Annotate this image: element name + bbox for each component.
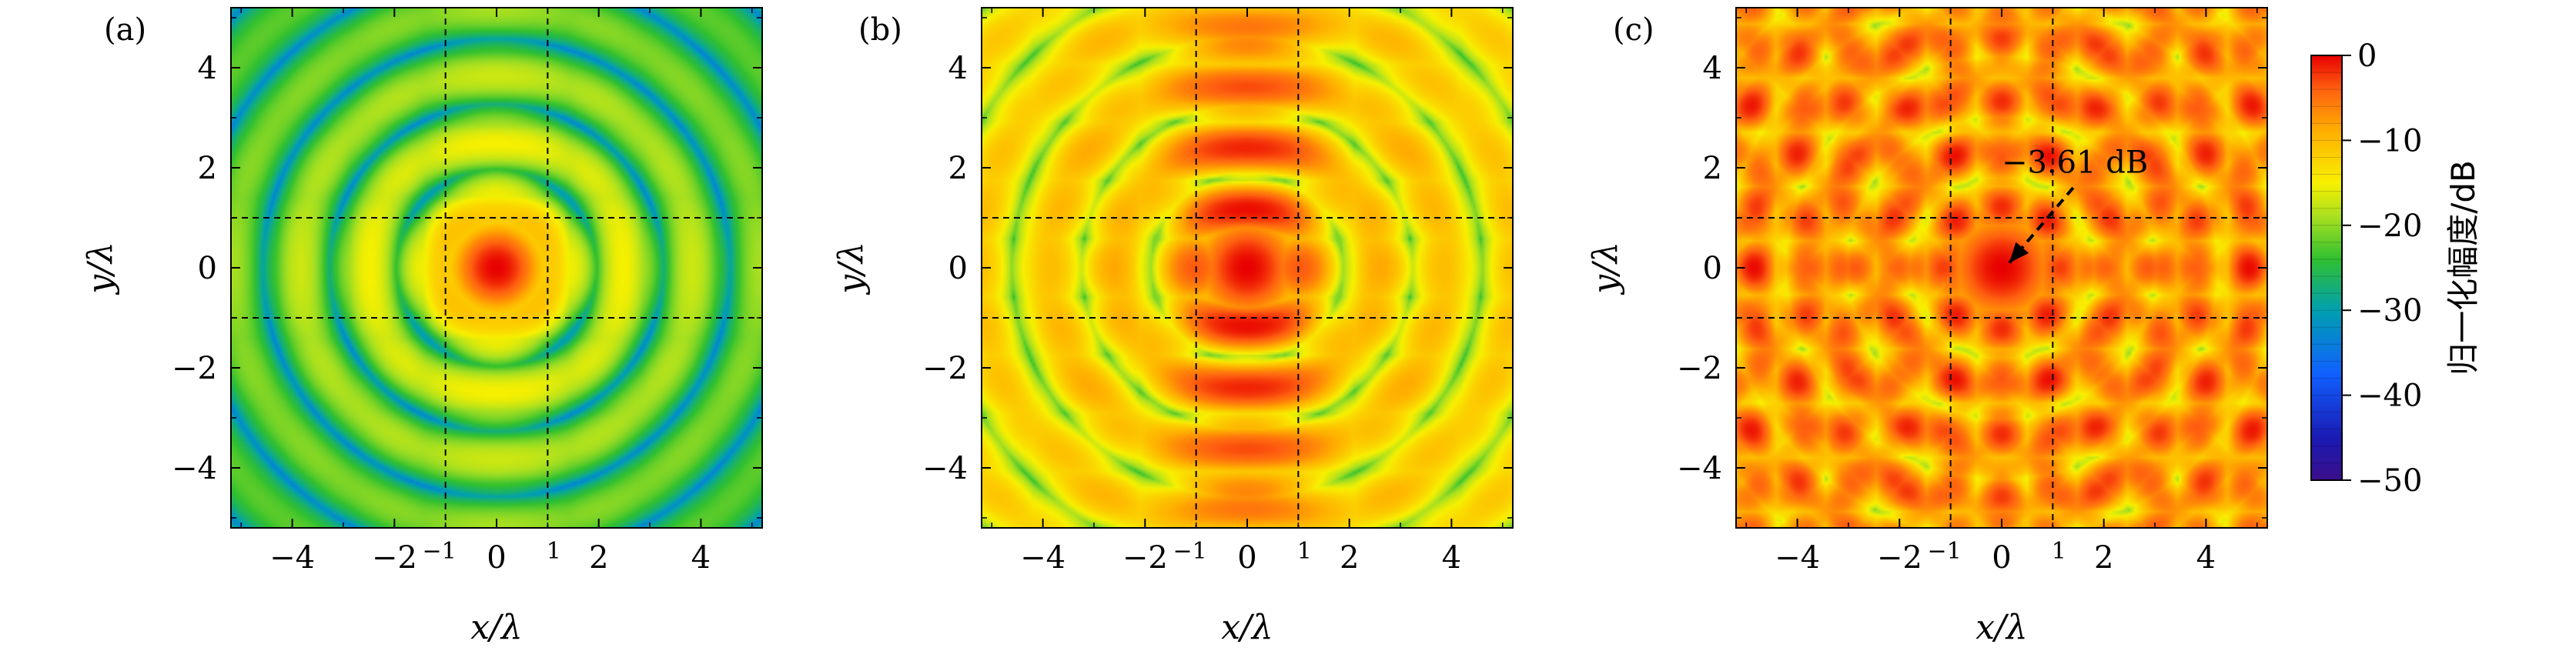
x-tick-label: 2 bbox=[1340, 540, 1359, 576]
y-tick-label: 0 bbox=[198, 251, 217, 286]
x-tick-label: −2 bbox=[1877, 540, 1922, 576]
y-tick-label: −2 bbox=[1677, 351, 1722, 386]
colorbar-gradient bbox=[2310, 55, 2343, 481]
colorbar-tick-label: −50 bbox=[2357, 463, 2422, 499]
y-tick-label: 2 bbox=[948, 151, 968, 186]
x-ticks-c: −4 −2 0 2 4 −1 1 bbox=[1745, 8, 2258, 576]
y-tick-label: 4 bbox=[1703, 51, 1722, 86]
colorbar-ticks: 0 −10 −20 −30 −40 −50 bbox=[2342, 38, 2422, 499]
y-tick-label: 4 bbox=[948, 51, 968, 86]
x-extra-tick-label: 1 bbox=[547, 538, 561, 565]
x-tick-label: 4 bbox=[691, 540, 711, 576]
x-extra-tick-label: 1 bbox=[2052, 538, 2066, 565]
x-ticks-b: −4 −2 0 2 4 −1 1 bbox=[991, 8, 1504, 576]
colorbar-tick-label: −40 bbox=[2357, 379, 2422, 414]
x-tick-label: 2 bbox=[2094, 540, 2113, 576]
x-tick-label: −4 bbox=[1775, 540, 1820, 576]
x-extra-tick-label: −1 bbox=[423, 538, 457, 565]
colorbar-label: 归一化幅度/dB bbox=[2444, 160, 2482, 376]
colorbar-tick-label: −30 bbox=[2357, 293, 2422, 329]
panel-label-c: (c) bbox=[1613, 12, 1654, 48]
heatmap-b bbox=[982, 8, 1513, 528]
x-extra-tick-label: −1 bbox=[1928, 538, 1962, 565]
annotation-c: −3.61 dB bbox=[2002, 145, 2148, 264]
heatmap-a bbox=[231, 8, 762, 528]
y-axis-label-c: y/λ bbox=[1586, 242, 1625, 295]
heatmap-c bbox=[1736, 8, 2267, 528]
y-tick-label: −4 bbox=[1677, 451, 1722, 486]
x-ticks-a: −4 −2 0 2 4 −1 1 bbox=[240, 8, 753, 576]
x-tick-label: 0 bbox=[1237, 540, 1256, 576]
panel-b: −4 −2 0 2 4 −1 1 −4 −2 0 2 4 (b) x/λ y/λ bbox=[831, 7, 1514, 647]
colorbar: 0 −10 −20 −30 −40 −50 归一化幅度/dB bbox=[2310, 38, 2482, 499]
y-tick-label: 2 bbox=[198, 151, 217, 186]
panel-label-b: (b) bbox=[858, 12, 902, 48]
x-extra-tick-label: 1 bbox=[1297, 538, 1312, 565]
x-tick-label: 0 bbox=[1992, 540, 2011, 576]
x-tick-label: 0 bbox=[487, 540, 506, 576]
y-tick-label: −4 bbox=[922, 451, 968, 486]
x-tick-label: 2 bbox=[589, 540, 608, 576]
x-tick-label: −2 bbox=[372, 540, 417, 576]
colorbar-tick-label: 0 bbox=[2357, 38, 2377, 74]
y-tick-label: 0 bbox=[1703, 251, 1722, 286]
dashed-guides-a bbox=[231, 8, 762, 528]
x-extra-tick-label: −1 bbox=[1173, 538, 1207, 565]
panel-a: −4 −2 0 2 4 −1 1 −4 −2 0 2 4 (a) x/λ y/λ bbox=[81, 7, 763, 647]
dashed-guides-c bbox=[1736, 8, 2267, 528]
y-tick-label: −2 bbox=[172, 351, 217, 386]
x-axis-label-a: x/λ bbox=[470, 608, 523, 647]
y-ticks-a: −4 −2 0 2 4 bbox=[172, 17, 762, 519]
y-ticks-b: −4 −2 0 2 4 bbox=[922, 17, 1513, 519]
colorbar-tick-label: −10 bbox=[2357, 123, 2422, 159]
y-axis-label-b: y/λ bbox=[831, 242, 871, 295]
y-ticks-c: −4 −2 0 2 4 bbox=[1677, 17, 2267, 519]
x-tick-label: 4 bbox=[1442, 540, 1461, 576]
x-tick-label: −2 bbox=[1122, 540, 1168, 576]
x-tick-label: −4 bbox=[1020, 540, 1066, 576]
x-tick-label: 4 bbox=[2196, 540, 2216, 576]
x-axis-label-b: x/λ bbox=[1221, 608, 1273, 647]
panel-label-a: (a) bbox=[104, 12, 146, 48]
annotation-arrowhead bbox=[2009, 242, 2029, 263]
x-axis-label-c: x/λ bbox=[1975, 608, 2028, 647]
colorbar-tick-label: −20 bbox=[2357, 209, 2422, 244]
y-tick-label: 0 bbox=[948, 251, 968, 286]
y-axis-label-a: y/λ bbox=[81, 242, 120, 295]
dashed-guides-b bbox=[982, 8, 1513, 528]
colorbar-stripes bbox=[2311, 72, 2342, 464]
y-tick-label: −4 bbox=[172, 451, 217, 486]
y-tick-label: −2 bbox=[922, 351, 968, 386]
panel-c: −4 −2 0 2 4 −1 1 −4 −2 0 2 4 (c) x/λ y/λ −3.61 dB bbox=[1586, 7, 2268, 647]
x-tick-label: −4 bbox=[269, 540, 315, 576]
y-tick-label: 4 bbox=[198, 51, 217, 86]
y-tick-label: 2 bbox=[1703, 151, 1722, 186]
annotation-text: −3.61 dB bbox=[2002, 145, 2148, 181]
